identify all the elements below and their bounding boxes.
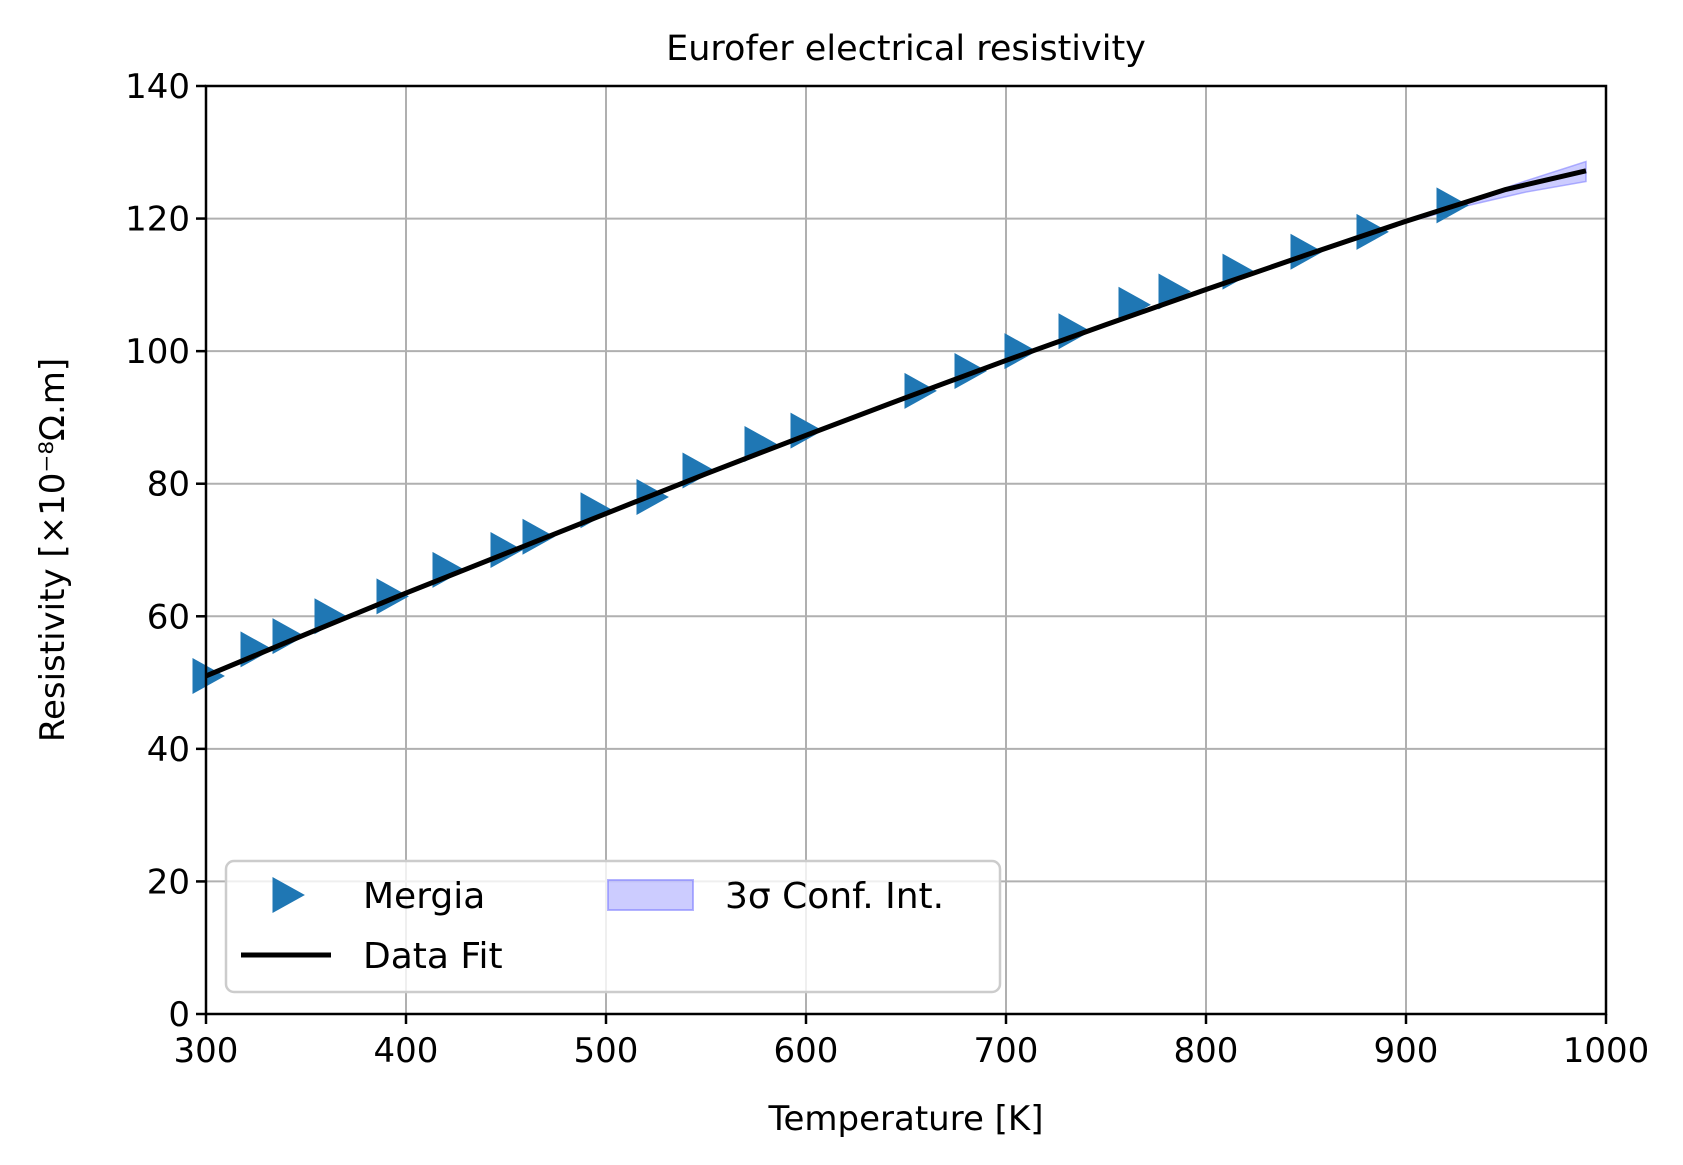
y-tick-label: 20 <box>147 862 190 902</box>
y-tick-label: 80 <box>147 465 190 505</box>
y-tick-label: 100 <box>125 332 190 372</box>
legend-frame <box>224 859 1002 994</box>
x-tick-label: 500 <box>574 1031 639 1071</box>
legend-mergia-marker <box>272 877 305 913</box>
y-axis-ticks: 0 20 40 60 80 100 120 140 <box>125 67 206 1035</box>
legend-data-fit-label: Data Fit <box>363 936 503 977</box>
y-tick-label: 60 <box>147 597 190 637</box>
legend-confidence-band-swatch <box>607 879 694 911</box>
y-tick-label: 140 <box>125 67 190 107</box>
x-tick-label: 400 <box>374 1031 439 1071</box>
chart-title: Eurofer electrical resistivity <box>666 29 1146 69</box>
mergia-data-point <box>744 425 777 462</box>
grid <box>205 85 1607 1015</box>
x-tick-label: 700 <box>974 1031 1039 1071</box>
y-tick-label: 40 <box>147 730 190 770</box>
y-axis-label: Resistivity [×10⁻⁸Ω.m] <box>33 358 73 742</box>
x-axis-ticks: 300 400 500 600 700 800 900 1000 <box>174 1014 1650 1071</box>
x-axis-label: Temperature [K] <box>767 1099 1043 1139</box>
plot-area-frame <box>204 84 1608 1016</box>
x-tick-label: 600 <box>774 1031 839 1071</box>
legend-mergia-label: Mergia <box>363 876 485 917</box>
legend: Mergia Data Fit 3σ Conf. Int. <box>224 859 1002 994</box>
y-tick-label: 120 <box>125 200 190 240</box>
mergia-data-point <box>1118 286 1151 323</box>
mergia-data-point <box>490 532 523 568</box>
mergia-data-point <box>1290 233 1323 270</box>
x-tick-label: 300 <box>174 1031 239 1071</box>
mergia-data-point <box>1158 273 1191 310</box>
x-tick-label: 800 <box>1174 1031 1239 1071</box>
fit-line-layer <box>205 168 1587 679</box>
x-tick-label: 900 <box>1374 1031 1439 1071</box>
x-tick-label: 1000 <box>1563 1031 1650 1071</box>
y-tick-label: 0 <box>168 995 190 1035</box>
legend-confidence-band-label: 3σ Conf. Int. <box>725 876 944 917</box>
legend-mergia-swatch <box>272 877 305 913</box>
data-fit-line <box>205 168 1587 679</box>
